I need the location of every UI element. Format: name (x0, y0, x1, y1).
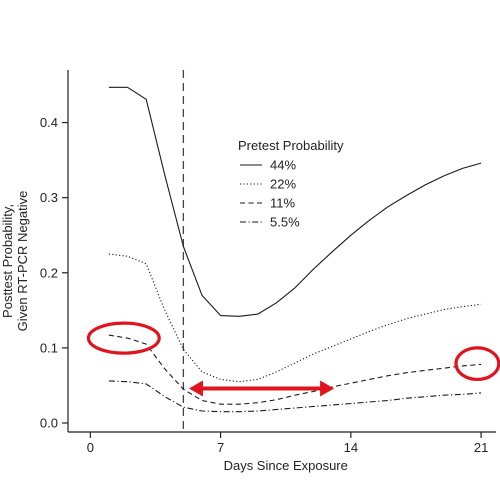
y-tick-label: 0.4 (40, 115, 58, 130)
axes (67, 70, 496, 433)
y-axis-title: Posttest Probability, Given RT-PCR Negat… (0, 191, 30, 332)
x-tick-label: 21 (474, 440, 488, 455)
y-tick-label: 0.3 (40, 190, 58, 205)
legend-label: 11% (270, 196, 295, 211)
y-tick-label: 0.2 (40, 265, 58, 280)
legend-label: 44% (270, 158, 296, 173)
highlight-ellipse (454, 346, 500, 382)
y-tick-label: 0.0 (40, 415, 58, 430)
y-ticks: 0.0 0.1 0.2 0.3 0.4 (40, 115, 68, 430)
y-tick-label: 0.1 (40, 340, 58, 355)
series-line-11pct (108, 334, 482, 405)
highlight-ellipse (86, 321, 161, 355)
x-ticks: 0 7 14 21 (87, 432, 488, 455)
annotations (86, 321, 500, 397)
series-lines (108, 86, 482, 413)
arrow-head-right (320, 380, 335, 397)
legend-label: 5.5% (270, 215, 300, 230)
series-line-22pct (108, 253, 482, 383)
legend: Pretest Probability 44% 22% 11% 5.5% (238, 138, 344, 230)
x-tick-label: 0 (87, 440, 94, 455)
y-axis-title-line-1: Posttest Probability, (0, 204, 15, 318)
arrow-head-left (188, 380, 203, 397)
series-line-44pct (108, 86, 482, 317)
series-line-5-5pct (108, 380, 482, 413)
legend-label: 22% (270, 177, 296, 192)
legend-title: Pretest Probability (238, 138, 344, 153)
x-axis-title: Days Since Exposure (224, 458, 348, 473)
y-axis-title-line-2: Given RT-PCR Negative (15, 191, 30, 332)
x-tick-label: 14 (344, 440, 358, 455)
x-tick-label: 7 (217, 440, 224, 455)
